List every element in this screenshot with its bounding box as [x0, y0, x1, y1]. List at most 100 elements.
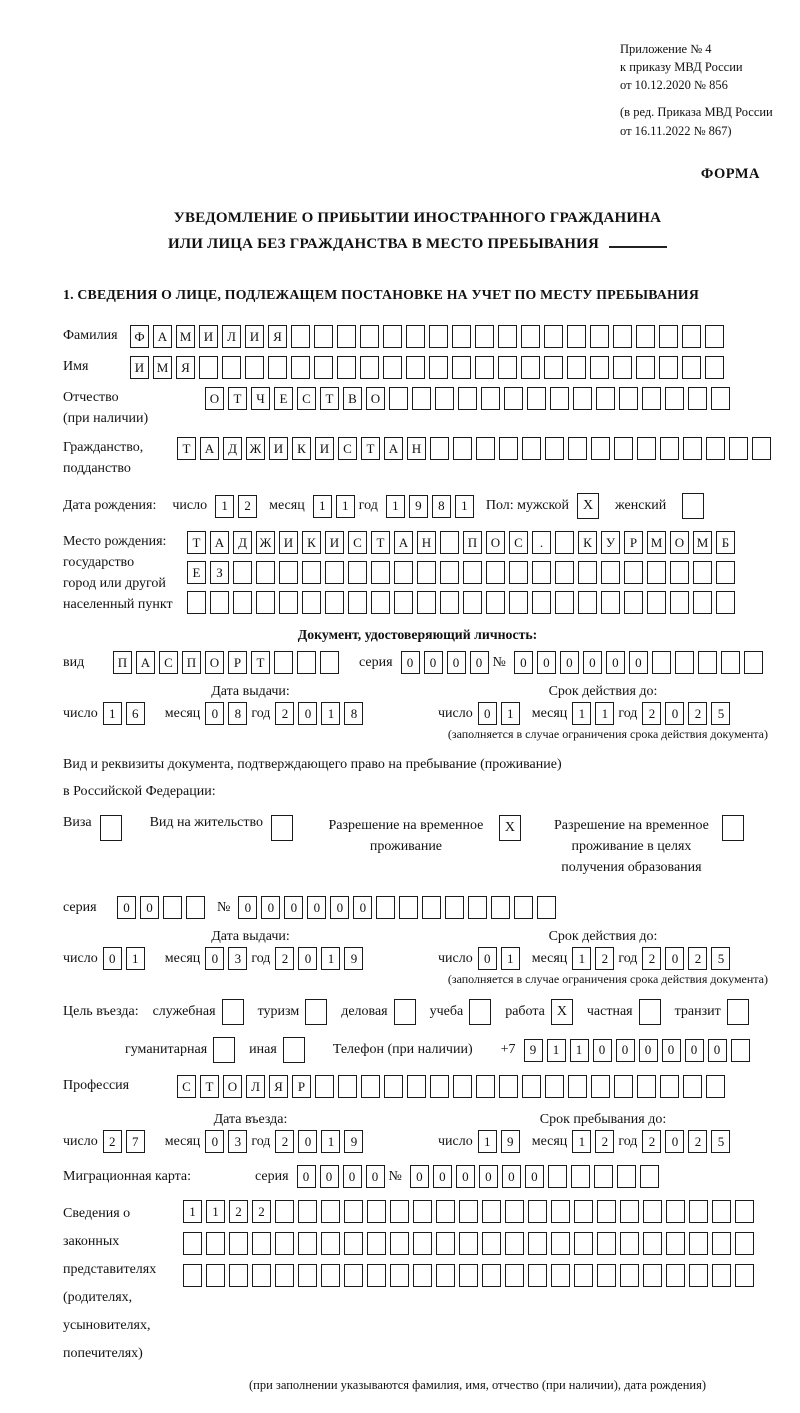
form-cell[interactable]: Т: [361, 437, 380, 461]
form-cell[interactable]: [590, 356, 609, 380]
form-cell[interactable]: О: [366, 387, 385, 411]
form-cell[interactable]: [390, 1232, 409, 1256]
form-cell[interactable]: [298, 1200, 317, 1224]
form-cell[interactable]: 0: [684, 1038, 704, 1062]
form-cell[interactable]: [297, 651, 316, 675]
form-cell[interactable]: 1: [546, 1038, 566, 1062]
form-cell[interactable]: [476, 437, 495, 461]
form-cell[interactable]: И: [325, 531, 344, 555]
form-cell[interactable]: [436, 1200, 455, 1224]
form-cell[interactable]: [279, 591, 298, 615]
form-cell[interactable]: 0: [400, 651, 420, 675]
form-cell[interactable]: [665, 387, 684, 411]
form-cell[interactable]: 5: [711, 702, 731, 726]
form-cell[interactable]: [458, 387, 477, 411]
form-cell[interactable]: [407, 1075, 426, 1099]
form-cell[interactable]: [256, 561, 275, 585]
form-cell[interactable]: 5: [711, 1130, 731, 1154]
form-cell[interactable]: [666, 1200, 685, 1224]
form-cell[interactable]: [463, 591, 482, 615]
form-cell[interactable]: [481, 387, 500, 411]
form-cell[interactable]: [376, 896, 396, 920]
form-cell[interactable]: [394, 561, 413, 585]
form-cell[interactable]: [544, 356, 563, 380]
form-cell[interactable]: [643, 1200, 662, 1224]
form-cell[interactable]: 2: [275, 702, 295, 726]
form-cell[interactable]: [245, 356, 264, 380]
form-cell[interactable]: [666, 1232, 685, 1256]
form-cell[interactable]: 0: [582, 651, 602, 675]
form-cell[interactable]: [647, 591, 666, 615]
form-cell[interactable]: 2: [275, 1130, 295, 1154]
form-cell[interactable]: 8: [344, 702, 364, 726]
form-cell[interactable]: [705, 325, 724, 349]
form-cell[interactable]: [452, 356, 471, 380]
form-cell[interactable]: [689, 1232, 708, 1256]
form-cell[interactable]: [338, 1075, 357, 1099]
form-cell[interactable]: 0: [501, 1165, 521, 1189]
form-cell[interactable]: [660, 437, 679, 461]
form-cell[interactable]: [371, 591, 390, 615]
form-cell[interactable]: [509, 591, 528, 615]
form-cell[interactable]: [660, 1075, 679, 1099]
form-cell[interactable]: [371, 561, 390, 585]
form-cell[interactable]: 9: [500, 1130, 520, 1154]
form-cell[interactable]: 0: [261, 896, 281, 920]
form-cell[interactable]: П: [182, 651, 201, 675]
form-cell[interactable]: А: [153, 325, 172, 349]
form-cell[interactable]: [430, 1075, 449, 1099]
purpose-tourism-checkbox[interactable]: [305, 999, 328, 1026]
form-cell[interactable]: [430, 437, 449, 461]
form-cell[interactable]: [712, 1264, 731, 1288]
form-cell[interactable]: [183, 1232, 202, 1256]
form-cell[interactable]: [712, 1200, 731, 1224]
form-cell[interactable]: [547, 1165, 567, 1189]
form-cell[interactable]: И: [279, 531, 298, 555]
form-cell[interactable]: [337, 356, 356, 380]
form-cell[interactable]: 1: [312, 494, 332, 518]
form-cell[interactable]: [689, 1264, 708, 1288]
form-cell[interactable]: 0: [298, 1130, 318, 1154]
form-cell[interactable]: М: [693, 531, 712, 555]
form-cell[interactable]: [636, 356, 655, 380]
form-cell[interactable]: [514, 896, 534, 920]
form-cell[interactable]: [590, 325, 609, 349]
form-cell[interactable]: [522, 437, 541, 461]
form-cell[interactable]: 0: [638, 1038, 658, 1062]
form-cell[interactable]: Р: [228, 651, 247, 675]
form-cell[interactable]: 2: [102, 1130, 122, 1154]
form-cell[interactable]: 2: [688, 702, 708, 726]
form-cell[interactable]: [394, 591, 413, 615]
form-cell[interactable]: 0: [615, 1038, 635, 1062]
form-cell[interactable]: [527, 387, 546, 411]
form-cell[interactable]: М: [153, 356, 172, 380]
form-cell[interactable]: [659, 356, 678, 380]
form-cell[interactable]: 1: [321, 1130, 341, 1154]
form-cell[interactable]: [315, 1075, 334, 1099]
form-cell[interactable]: [532, 561, 551, 585]
form-cell[interactable]: [475, 325, 494, 349]
form-cell[interactable]: 1: [569, 1038, 589, 1062]
form-cell[interactable]: [716, 591, 735, 615]
form-cell[interactable]: 0: [605, 651, 625, 675]
form-cell[interactable]: [252, 1232, 271, 1256]
form-cell[interactable]: [344, 1264, 363, 1288]
form-cell[interactable]: Т: [228, 387, 247, 411]
form-cell[interactable]: П: [113, 651, 132, 675]
form-cell[interactable]: [367, 1232, 386, 1256]
form-cell[interactable]: [210, 591, 229, 615]
purpose-transit-checkbox[interactable]: [726, 999, 749, 1026]
form-cell[interactable]: [256, 591, 275, 615]
form-cell[interactable]: П: [463, 531, 482, 555]
form-cell[interactable]: [187, 591, 206, 615]
form-cell[interactable]: [482, 1200, 501, 1224]
form-cell[interactable]: [486, 561, 505, 585]
form-cell[interactable]: [528, 1200, 547, 1224]
form-cell[interactable]: [435, 387, 454, 411]
form-cell[interactable]: [452, 325, 471, 349]
form-cell[interactable]: [348, 561, 367, 585]
form-cell[interactable]: [689, 1200, 708, 1224]
form-cell[interactable]: [614, 1075, 633, 1099]
form-cell[interactable]: Н: [407, 437, 426, 461]
form-cell[interactable]: 9: [344, 947, 364, 971]
